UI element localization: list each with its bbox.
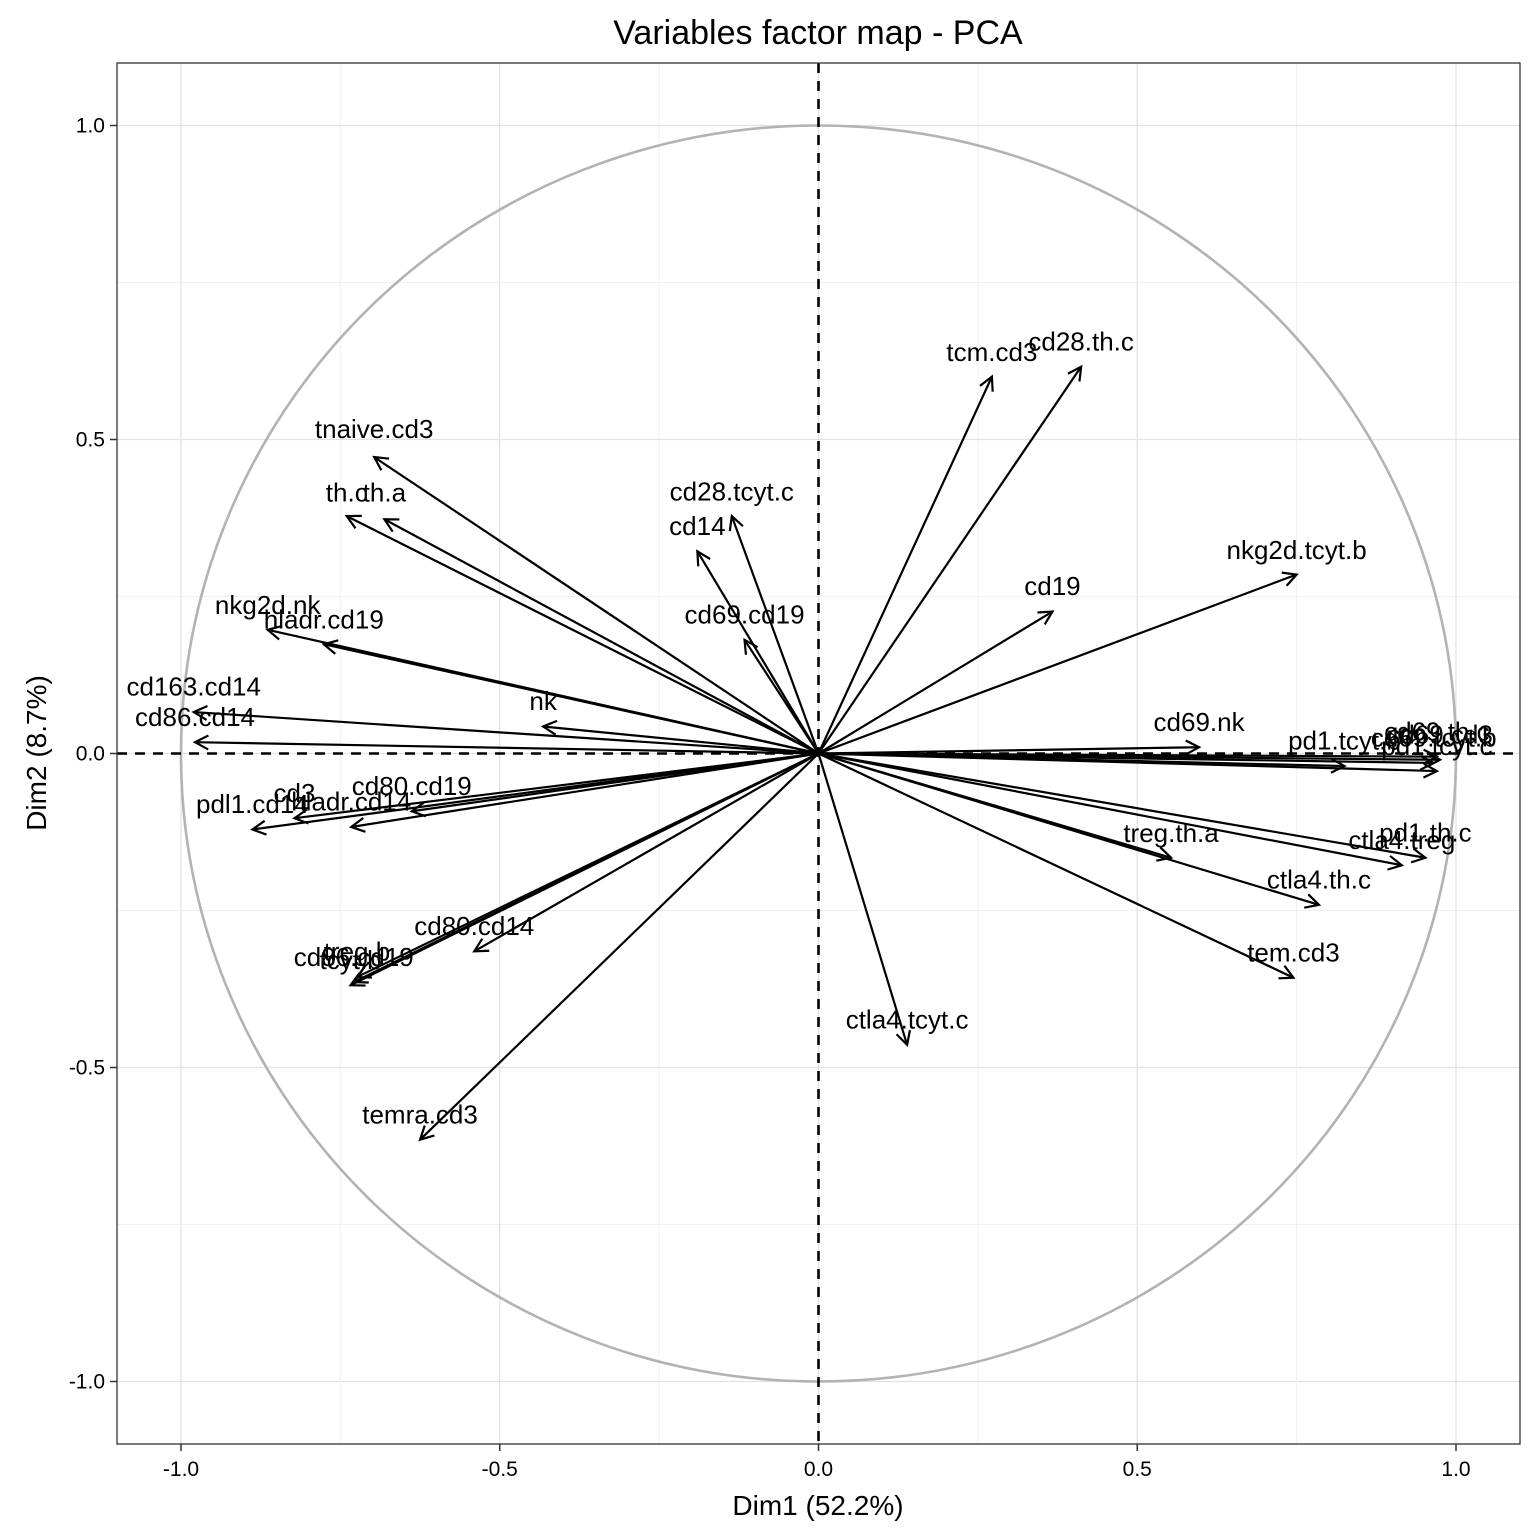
x-tick-label: 0.5: [1123, 1458, 1152, 1481]
y-tick-label: 1.0: [76, 115, 105, 138]
variable-arrow-cd163-cd14: [191, 704, 819, 755]
variable-label-cd28-tcyt-c: cd28.tcyt.c: [670, 476, 794, 506]
variable-arrow-ctla4-th-c: [818, 752, 1322, 909]
variable-arrow-cd28-tcyt-c: [728, 513, 820, 754]
variable-label-cd86-cd19: cd86.cd19: [294, 942, 414, 972]
variable-label-ctla4-treg: ctla4.treg: [1348, 825, 1455, 855]
variable-arrow-cd19: [817, 610, 1055, 755]
variable-arrow-cd80-cd19: [409, 752, 819, 818]
variable-label-tnaive-cd3: tnaive.cd3: [315, 414, 434, 444]
variable-label-cd163-cd14: cd163.cd14: [127, 672, 261, 702]
variable-arrow-hladr-cd14: [348, 752, 819, 833]
x-tick-label: -0.5: [482, 1458, 518, 1481]
variable-label-ctla4-tcyt-c: ctla4.tcyt.c: [846, 1005, 969, 1035]
variable-arrow-pd1-tcyt-c: [818, 752, 1440, 779]
variable-label-pd1-tcyt-c: pd1.tcyt.c: [1381, 731, 1492, 761]
variable-label-cd69-cd3: cd69.cd3: [1387, 719, 1493, 749]
variable-label-cd80-cd14: cd80.cd14: [414, 911, 534, 941]
x-tick-label: -1.0: [163, 1458, 199, 1481]
variable-label-th-a: th.a: [363, 478, 407, 508]
variable-label-cd28-th-c: cd28.th.c: [1028, 326, 1134, 356]
variable-label-nk: nk: [529, 686, 557, 716]
variable-arrow-tem-cd3: [818, 752, 1296, 980]
y-tick-label: -0.5: [69, 1057, 105, 1080]
chart-title: Variables factor map - PCA: [613, 14, 1023, 52]
variable-arrow-tnaive-cd3: [372, 455, 820, 755]
y-axis-title: Dim2 (8.7%): [21, 675, 52, 831]
variable-arrow-ctla4-tcyt-c: [817, 753, 911, 1048]
variable-arrows-layer: [191, 364, 1443, 1142]
variable-label-cd14: cd14: [669, 511, 725, 541]
variable-label-hladr-cd14: hladr.cd14: [291, 787, 411, 817]
variable-arrow-ctla4-treg: [818, 752, 1405, 871]
variable-arrow-hladr-cd19: [321, 639, 819, 755]
variable-label-nkg2d-nk: nkg2d.nk: [215, 590, 322, 620]
variable-label-treg-b: treg.b: [324, 937, 391, 967]
variable-arrow-nkg2d-tcyt-b: [818, 571, 1299, 755]
variable-label-pdl1-cd14: pdl1.cd14: [196, 789, 309, 819]
x-tick-label: 1.0: [1441, 1458, 1470, 1481]
variable-label-pd1-th-c: pd1.th.c: [1379, 817, 1472, 847]
variable-label-tcm-cd3: tcm.cd3: [946, 337, 1037, 367]
variable-arrow-cd3: [292, 752, 819, 825]
variable-label-nkg2d-tcyt-b: nkg2d.tcyt.b: [1227, 535, 1367, 565]
variable-label-tem-cd3: tem.cd3: [1247, 937, 1340, 967]
x-axis-ticks: -1.0 -0.5 0.0 0.5 1.0: [163, 1444, 1471, 1481]
variable-label-cd69-cd19: cd69.cd19: [685, 600, 805, 630]
variable-arrow-cd80-cd14: [472, 752, 820, 953]
variable-arrow-cd69-tcyt-b: [818, 752, 1437, 771]
variable-arrow-nk: [540, 719, 819, 755]
variable-label-ctla4-th-c: ctla4.th.c: [1267, 865, 1371, 895]
y-tick-label: 0.5: [76, 429, 105, 452]
variable-arrow-cd86-cd14: [192, 734, 819, 755]
x-axis-title: Dim1 (52.2%): [732, 1490, 903, 1521]
x-tick-label: 0.0: [804, 1458, 833, 1481]
variable-arrow-temra-cd3: [418, 752, 820, 1142]
variable-label-cd69-nk: cd69.nk: [1154, 707, 1246, 737]
variable-label-temra-cd3: temra.cd3: [362, 1099, 478, 1129]
variable-label-cd3: cd3: [274, 778, 316, 808]
variable-label-cd69-th-c: cd69.th.c: [1384, 716, 1490, 746]
variable-arrow-tcm-cd3: [817, 374, 994, 754]
variable-label-tcyt-b: tcyt.b: [320, 945, 382, 975]
variable-arrow-cd69-cd19: [743, 637, 820, 755]
variable-label-th-c: th.c: [326, 478, 368, 508]
variable-arrow-cd14: [696, 549, 820, 755]
variable-arrow-tcyt-b: [348, 752, 819, 987]
variable-label-treg-th-a: treg.th.a: [1123, 818, 1219, 848]
variable-label-pd1-tcyt-b: pd1.tcyt.b: [1288, 726, 1401, 756]
variable-label-cd86-cd14: cd86.cd14: [135, 702, 255, 732]
variable-label-cd19: cd19: [1024, 571, 1080, 601]
variable-arrow-th-c: [344, 514, 819, 755]
y-axis-ticks: -1.0 -0.5 0.0 0.5 1.0: [69, 115, 117, 1394]
variable-arrow-cd28-th-c: [817, 364, 1083, 755]
variable-arrow-cd69-nk: [818, 739, 1202, 756]
y-tick-label: 0.0: [76, 743, 105, 766]
variable-arrow-pd1-th-c: [818, 752, 1428, 864]
variable-label-hladr-cd19: hladr.cd19: [264, 605, 384, 635]
variable-label-cd80-cd19: cd80.cd19: [352, 771, 472, 801]
variable-arrow-th-a: [382, 518, 820, 755]
variable-label-cd69-tcyt-b: cd69.tcyt.b: [1371, 723, 1497, 753]
y-tick-label: -1.0: [69, 1371, 105, 1394]
